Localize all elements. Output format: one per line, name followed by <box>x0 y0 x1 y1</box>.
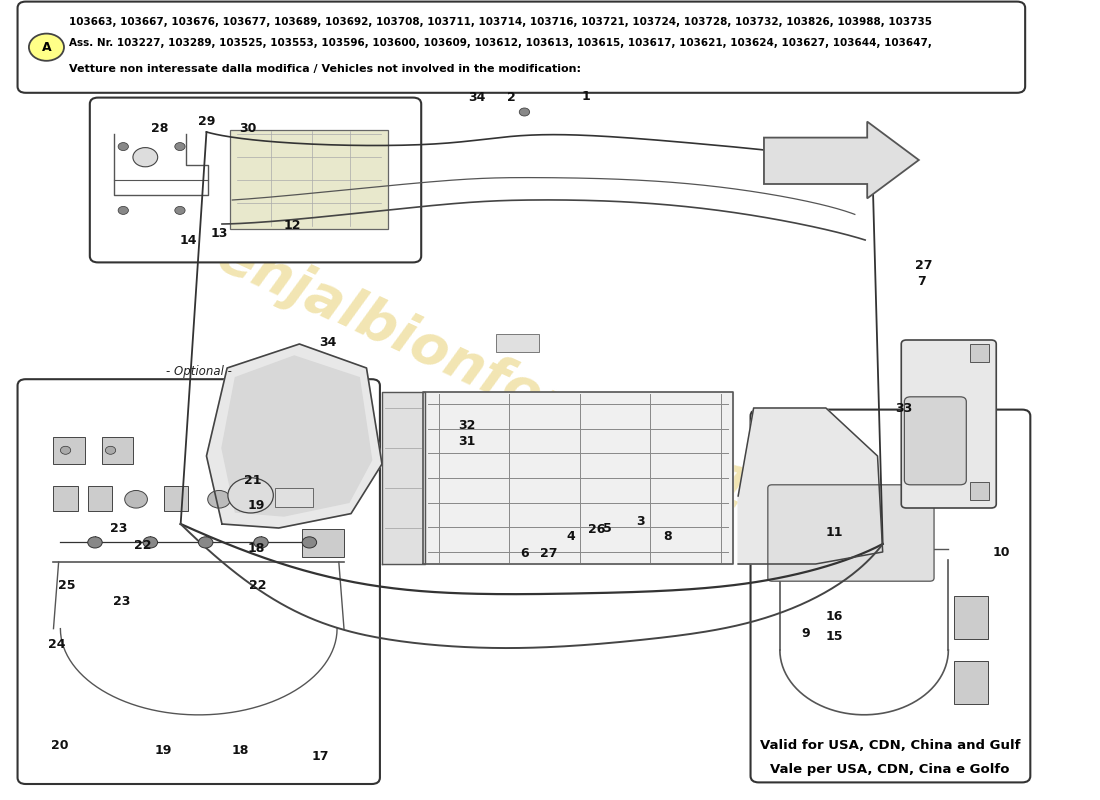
Circle shape <box>106 446 116 454</box>
Bar <box>275 487 312 507</box>
Text: 18: 18 <box>232 744 250 757</box>
Circle shape <box>133 147 157 166</box>
Text: 22: 22 <box>134 539 151 552</box>
Polygon shape <box>738 408 882 564</box>
Polygon shape <box>424 392 733 564</box>
Bar <box>302 530 344 557</box>
Bar <box>164 486 188 511</box>
Text: 28: 28 <box>152 122 168 134</box>
FancyBboxPatch shape <box>18 379 380 784</box>
Text: 8: 8 <box>663 530 672 542</box>
Polygon shape <box>382 392 426 564</box>
Circle shape <box>302 537 317 548</box>
Text: 25: 25 <box>58 579 76 592</box>
Text: 22: 22 <box>250 579 267 592</box>
FancyBboxPatch shape <box>768 485 934 581</box>
Text: 16: 16 <box>825 610 843 622</box>
Text: 13: 13 <box>210 227 228 240</box>
Text: 5: 5 <box>603 522 612 534</box>
Text: 32: 32 <box>458 419 475 432</box>
Polygon shape <box>764 122 918 198</box>
Circle shape <box>118 142 129 150</box>
FancyBboxPatch shape <box>750 410 1031 782</box>
Circle shape <box>143 537 157 548</box>
Text: 20: 20 <box>51 739 68 752</box>
Text: enjalbionforparts1995: enjalbionforparts1995 <box>209 228 865 572</box>
Circle shape <box>60 446 70 454</box>
Text: 34: 34 <box>469 91 485 104</box>
Circle shape <box>175 142 185 150</box>
Text: 10: 10 <box>992 546 1010 558</box>
Bar <box>54 486 78 511</box>
Circle shape <box>198 537 213 548</box>
Text: 21: 21 <box>244 474 262 486</box>
Text: 29: 29 <box>198 115 216 128</box>
Text: Vale per USA, CDN, Cina e Golfo: Vale per USA, CDN, Cina e Golfo <box>770 763 1010 776</box>
Text: 19: 19 <box>248 499 265 512</box>
Bar <box>54 437 85 464</box>
Circle shape <box>124 490 147 508</box>
Text: 34: 34 <box>320 336 337 349</box>
Circle shape <box>254 537 268 548</box>
Bar <box>495 334 539 352</box>
Text: 11: 11 <box>825 526 843 538</box>
Circle shape <box>208 490 230 508</box>
Bar <box>954 596 988 639</box>
Bar <box>970 482 989 500</box>
Text: 23: 23 <box>110 522 128 534</box>
Text: - Optional -: - Optional - <box>166 365 232 378</box>
Text: 17: 17 <box>311 750 329 762</box>
Bar <box>102 437 133 464</box>
Text: 27: 27 <box>540 547 558 560</box>
Circle shape <box>519 108 529 116</box>
Circle shape <box>228 478 273 513</box>
Polygon shape <box>222 356 372 516</box>
Text: 15: 15 <box>825 630 843 642</box>
Text: Ass. Nr. 103227, 103289, 103525, 103553, 103596, 103600, 103609, 103612, 103613,: Ass. Nr. 103227, 103289, 103525, 103553,… <box>69 38 932 48</box>
Text: 7: 7 <box>917 275 926 288</box>
Text: 30: 30 <box>239 122 256 134</box>
Text: A: A <box>42 41 52 54</box>
FancyBboxPatch shape <box>18 2 1025 93</box>
Text: 103663, 103667, 103676, 103677, 103689, 103692, 103708, 103711, 103714, 103716, : 103663, 103667, 103676, 103677, 103689, … <box>69 17 932 27</box>
Text: 6: 6 <box>520 547 529 560</box>
Polygon shape <box>207 344 382 528</box>
Text: 9: 9 <box>801 627 810 640</box>
Text: 19: 19 <box>154 744 172 757</box>
Text: 24: 24 <box>48 638 66 650</box>
Circle shape <box>29 34 64 61</box>
Text: Valid for USA, CDN, China and Gulf: Valid for USA, CDN, China and Gulf <box>760 739 1020 752</box>
Text: Vetture non interessate dalla modifica / Vehicles not involved in the modificati: Vetture non interessate dalla modifica /… <box>69 64 581 74</box>
Bar <box>88 486 112 511</box>
Text: 27: 27 <box>915 259 933 272</box>
Bar <box>954 661 988 704</box>
Text: 31: 31 <box>458 435 475 448</box>
Text: 12: 12 <box>284 219 301 232</box>
FancyBboxPatch shape <box>90 98 421 262</box>
Text: 26: 26 <box>588 523 605 536</box>
Bar <box>230 130 388 229</box>
Circle shape <box>118 206 129 214</box>
FancyBboxPatch shape <box>901 340 997 508</box>
FancyBboxPatch shape <box>904 397 966 485</box>
Text: 3: 3 <box>636 515 645 528</box>
Text: 23: 23 <box>113 595 131 608</box>
Circle shape <box>88 537 102 548</box>
Text: 33: 33 <box>894 402 912 414</box>
Circle shape <box>175 206 185 214</box>
Text: 14: 14 <box>179 234 197 246</box>
Bar <box>970 344 989 362</box>
Text: 2: 2 <box>507 91 516 104</box>
Text: 1: 1 <box>582 90 591 102</box>
Text: 18: 18 <box>248 542 265 554</box>
Text: 4: 4 <box>566 530 575 542</box>
